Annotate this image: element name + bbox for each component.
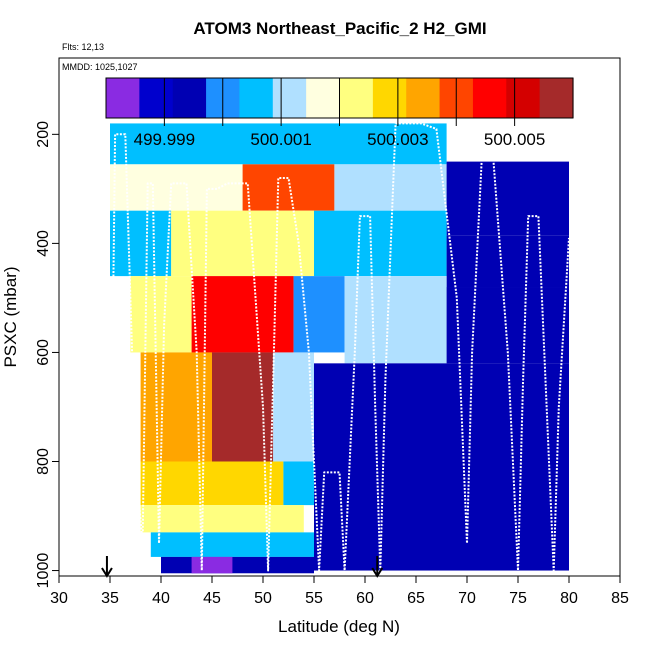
flight-track-layer [109, 122, 570, 572]
y-tick-label: 400 [35, 230, 52, 257]
colorbar-segment [372, 78, 407, 118]
colorbar: 499.999 500.001 500.003 500.005 [105, 77, 574, 149]
colorbar-tick-label: 500.001 [250, 130, 311, 149]
heatmap-cell [314, 363, 569, 571]
colorbar-segment [239, 78, 274, 118]
heatmap-cell [283, 461, 314, 506]
x-tick-label: 50 [254, 590, 272, 607]
chart-title: ATOM3 Northeast_Pacific_2 H2_GMI [193, 19, 486, 38]
heatmap-cell [191, 276, 294, 353]
x-tick-label: 70 [458, 590, 476, 607]
heatmap-cell [110, 210, 172, 277]
heatmap-layer [110, 123, 569, 574]
dates-label: MMDD: 1025,1027 [62, 62, 138, 72]
y-tick-label: 1000 [35, 553, 52, 589]
colorbar-segment [106, 78, 140, 118]
heatmap-cell [130, 276, 192, 353]
x-axis-label: Latitude (deg N) [278, 617, 400, 636]
heatmap-cell [191, 556, 233, 574]
colorbar-tick-label: 500.005 [484, 130, 545, 149]
y-tick-label: 200 [35, 121, 52, 148]
x-tick-label: 40 [152, 590, 170, 607]
heatmap-cell [446, 287, 569, 364]
heatmap-cell [171, 210, 314, 277]
heatmap-cell [446, 161, 569, 236]
x-tick-label: 85 [611, 590, 629, 607]
y-axis-label: PSXC (mbar) [1, 266, 20, 367]
colorbar-tick-label: 499.999 [134, 130, 195, 149]
x-tick-label: 30 [50, 590, 68, 607]
y-tick-label: 800 [35, 448, 52, 475]
x-tick-label: 80 [560, 590, 578, 607]
flights-label: Flts: 12,13 [62, 42, 104, 52]
colorbar-segment [506, 78, 541, 118]
colorbar-segment [172, 78, 207, 118]
heatmap-cell [212, 352, 274, 462]
heatmap-cell [334, 164, 447, 211]
colorbar-segment [406, 78, 441, 118]
heatmap-cell [110, 123, 447, 165]
heatmap-cell [344, 276, 447, 364]
heatmap-cell [140, 352, 212, 462]
colorbar-segment [272, 78, 307, 118]
heatmap-cell [273, 352, 314, 462]
x-tick-label: 75 [509, 590, 527, 607]
heatmap-cell [446, 235, 569, 288]
y-axis: 200 400 600 800 1000 [35, 121, 59, 588]
colorbar-segment [472, 78, 507, 118]
colorbar-tick-label: 500.003 [367, 130, 428, 149]
heatmap-cell [150, 532, 314, 557]
heatmap-cell [293, 276, 345, 353]
x-tick-label: 55 [305, 590, 323, 607]
colorbar-segment [306, 78, 341, 118]
flight-track-line [109, 122, 570, 572]
x-tick-label: 60 [356, 590, 374, 607]
colorbar-segment [539, 78, 574, 118]
heatmap-cell [314, 210, 447, 277]
heatmap-cell [140, 461, 284, 506]
plot-frame [58, 57, 621, 577]
x-axis: 30 35 40 45 50 55 60 65 70 75 80 85 [50, 576, 629, 607]
heatmap-cell [140, 505, 304, 533]
x-tick-label: 65 [407, 590, 425, 607]
heatmap-cell [110, 164, 243, 211]
heatmap-cell [161, 556, 314, 574]
x-tick-label: 35 [101, 590, 119, 607]
y-tick-label: 600 [35, 339, 52, 366]
heatmap-cell [242, 164, 335, 211]
x-tick-label: 45 [203, 590, 221, 607]
colorbar-segment [139, 78, 174, 118]
colorbar-segment [339, 78, 374, 118]
